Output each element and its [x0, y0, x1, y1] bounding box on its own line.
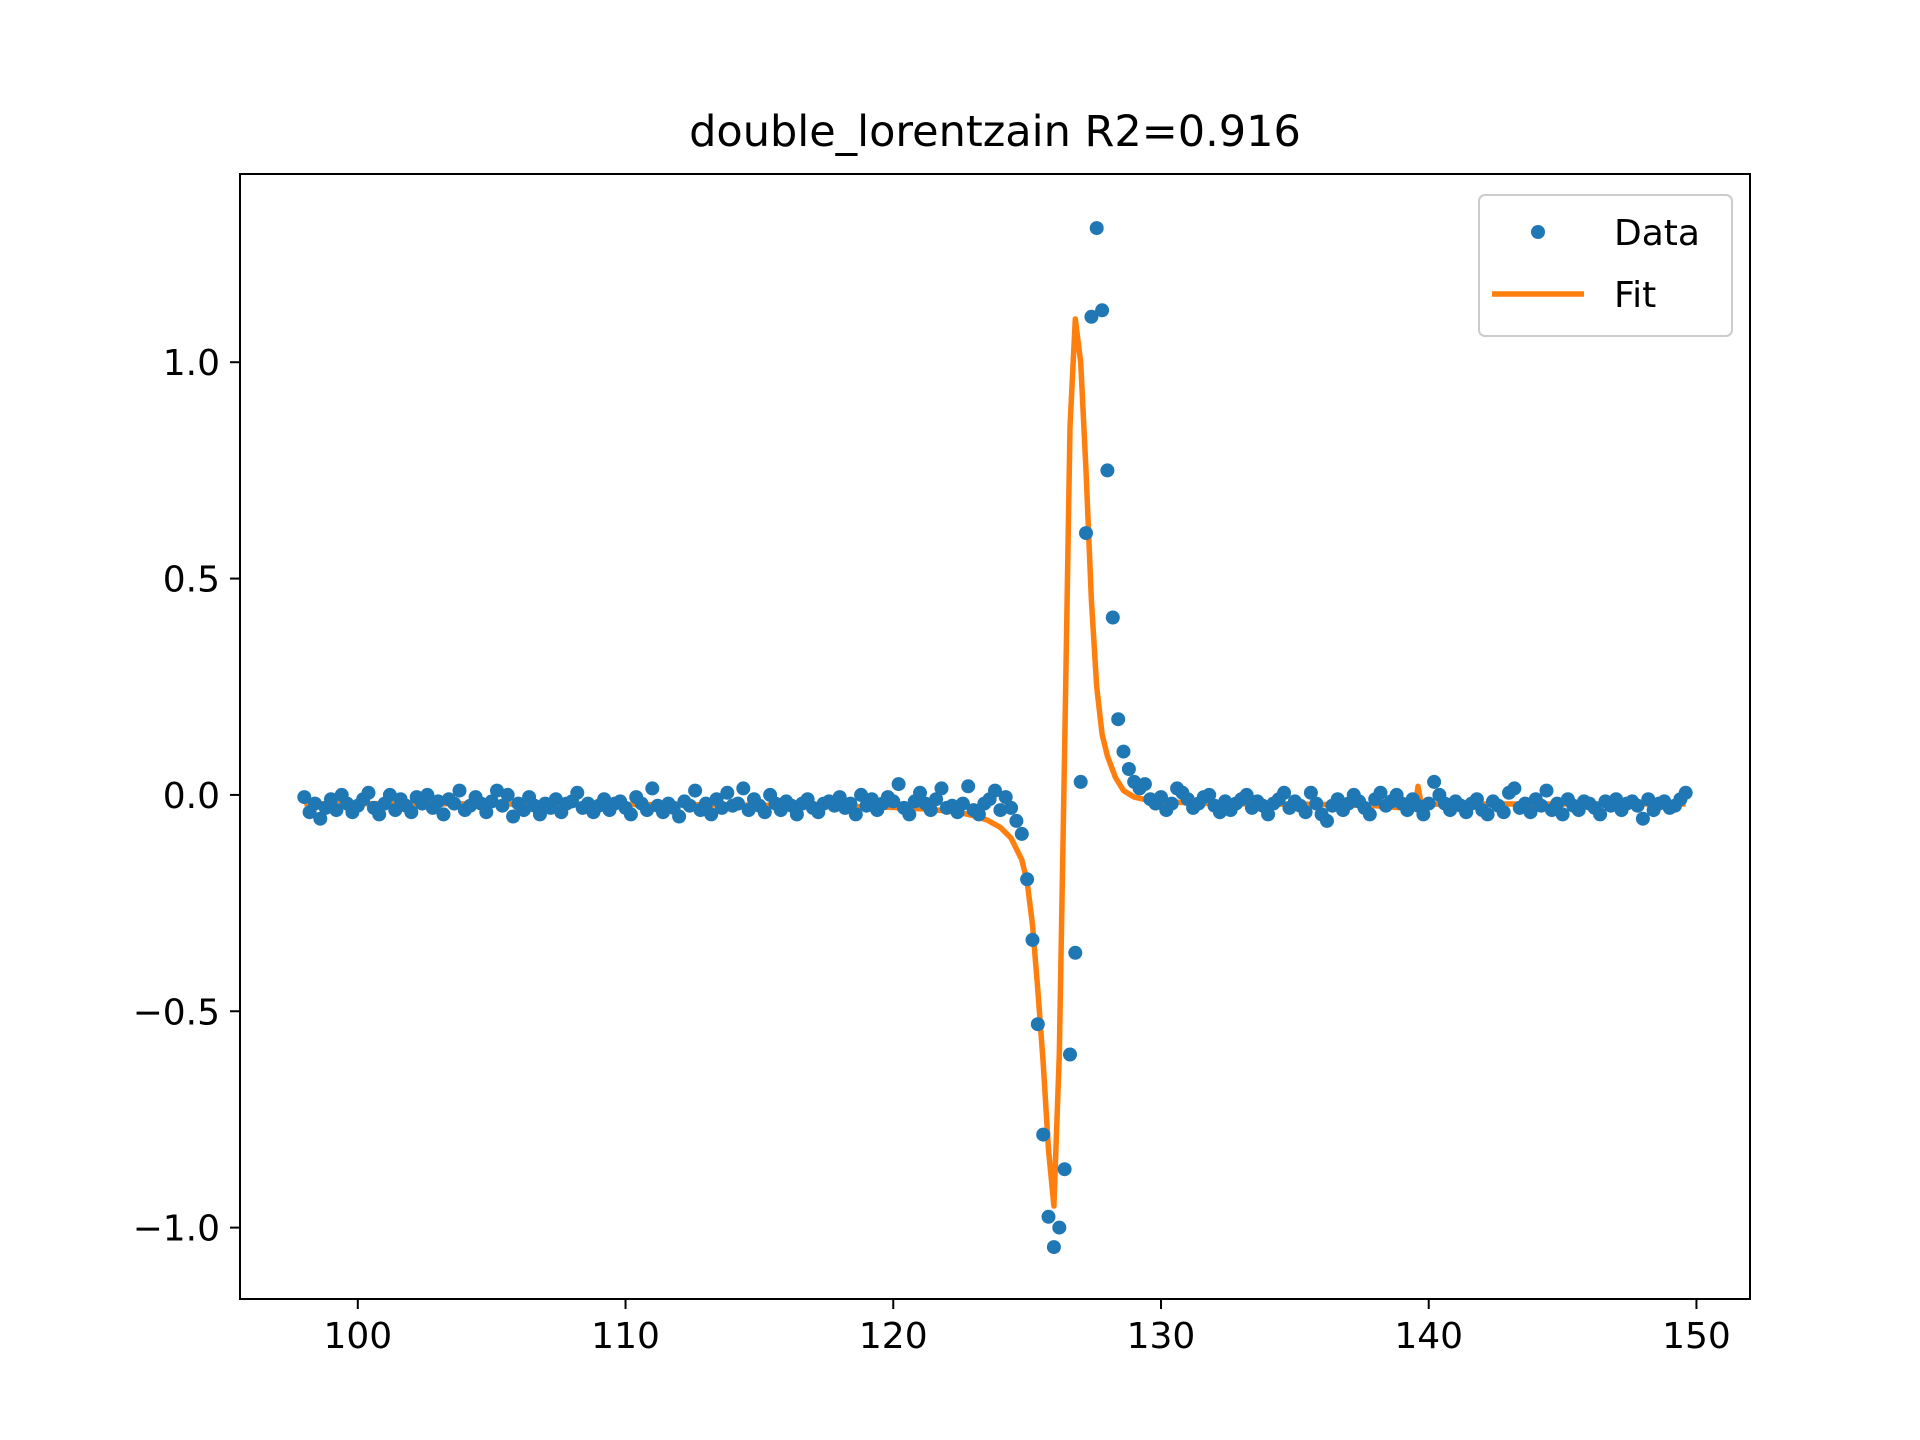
- x-tick-label: 120: [859, 1316, 928, 1357]
- data-point: [892, 777, 906, 791]
- data-point: [1009, 814, 1023, 828]
- data-point: [1047, 1240, 1061, 1254]
- data-point: [624, 807, 638, 821]
- data-point: [1015, 827, 1029, 841]
- data-point: [570, 786, 584, 800]
- data-point: [362, 786, 376, 800]
- data-point: [1063, 1048, 1077, 1062]
- data-point: [1106, 611, 1120, 625]
- data-point: [736, 781, 750, 795]
- data-point: [1540, 784, 1554, 798]
- legend-data-marker: [1531, 225, 1545, 239]
- data-point: [1052, 1221, 1066, 1235]
- data-point: [1507, 781, 1521, 795]
- data-point: [437, 807, 451, 821]
- data-point: [1074, 775, 1088, 789]
- data-point: [453, 784, 467, 798]
- y-tick-label: 0.5: [163, 560, 220, 601]
- legend-data-label: Data: [1614, 213, 1700, 254]
- data-point: [961, 779, 975, 793]
- data-point: [688, 784, 702, 798]
- data-point: [1320, 814, 1334, 828]
- x-tick-label: 110: [591, 1316, 660, 1357]
- data-point: [1095, 303, 1109, 317]
- legend-fit-label: Fit: [1614, 275, 1656, 316]
- data-point: [1079, 526, 1093, 540]
- data-point: [1427, 775, 1441, 789]
- legend[interactable]: Data Fit: [1479, 195, 1732, 336]
- data-point: [1058, 1162, 1072, 1176]
- data-point: [1042, 1210, 1056, 1224]
- data-point: [1026, 933, 1040, 947]
- data-point: [935, 781, 949, 795]
- data-point: [1068, 946, 1082, 960]
- data-point: [1138, 777, 1152, 791]
- data-point: [1117, 745, 1131, 759]
- data-point: [1036, 1128, 1050, 1142]
- data-point: [1004, 801, 1018, 815]
- data-point: [1100, 463, 1114, 477]
- y-tick-label: 1.0: [163, 343, 220, 384]
- data-point: [1497, 805, 1511, 819]
- data-point: [1165, 797, 1179, 811]
- x-tick-label: 140: [1394, 1316, 1463, 1357]
- data-point: [1363, 807, 1377, 821]
- y-tick-label: 0.0: [163, 776, 220, 817]
- data-point: [645, 781, 659, 795]
- x-tick-label: 150: [1662, 1316, 1731, 1357]
- data-point: [1122, 762, 1136, 776]
- y-tick-label: −1.0: [133, 1209, 220, 1250]
- chart-title: double_lorentzain R2=0.916: [689, 107, 1301, 157]
- data-point: [1031, 1017, 1045, 1031]
- data-point: [1090, 221, 1104, 235]
- x-tick-label: 130: [1127, 1316, 1196, 1357]
- data-point: [1679, 786, 1693, 800]
- x-tick-label: 100: [323, 1316, 392, 1357]
- data-point: [720, 786, 734, 800]
- data-point: [1111, 712, 1125, 726]
- y-tick-label: −0.5: [133, 992, 220, 1033]
- data-point: [1020, 872, 1034, 886]
- data-point: [672, 810, 686, 824]
- data-point: [902, 807, 916, 821]
